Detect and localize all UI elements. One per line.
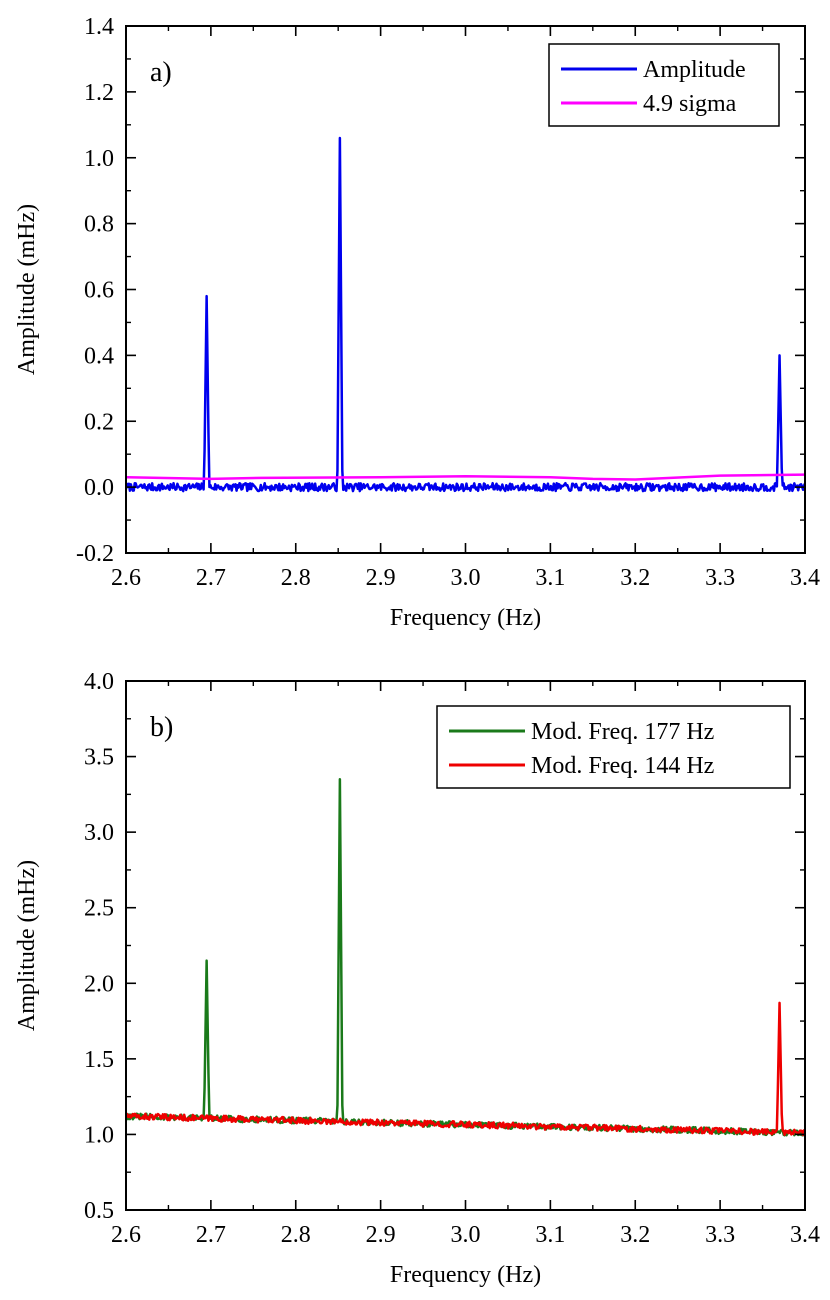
legend: Amplitude 4.9 sigma <box>548 43 780 127</box>
x-axis-title: Frequency (Hz) <box>390 1262 541 1288</box>
legend-label: Amplitude <box>643 57 746 83</box>
panel-label: b) <box>150 712 173 743</box>
chart-panel-a: 2.6 2.7 2.8 2.9 3.0 3.1 3.2 3.3 3.4 -0.2 0.0 0.2 0.4… <box>14 14 820 631</box>
y-tick-label: -0.2 <box>76 541 114 567</box>
legend-label: Mod. Freq. 144 Hz <box>531 753 714 779</box>
legend-box <box>548 43 780 127</box>
y-tick-label: 0.8 <box>84 212 114 238</box>
legend-label: 4.9 sigma <box>643 91 737 117</box>
x-tick-label: 3.3 <box>705 565 735 591</box>
x-tick-label: 3.1 <box>535 565 565 591</box>
y-tick-label: 4.0 <box>84 669 114 695</box>
x-tick-label: 3.4 <box>790 1222 820 1248</box>
x-tick-label: 3.0 <box>451 1222 481 1248</box>
series-line-1 <box>126 136 805 493</box>
series-line-2 <box>126 473 805 481</box>
y-tick-label: 0.4 <box>84 343 114 369</box>
legend-label: Mod. Freq. 177 Hz <box>531 719 714 745</box>
y-axis-title: Amplitude (mHz) <box>14 204 40 375</box>
y-axis-title: Amplitude (mHz) <box>14 860 40 1031</box>
y-tick-label: 1.0 <box>84 1122 114 1148</box>
series-line-1 <box>126 777 805 1137</box>
x-tick-label: 2.6 <box>111 565 141 591</box>
series-line-2 <box>126 1001 805 1137</box>
x-tick-label: 2.7 <box>196 1222 226 1248</box>
y-tick-label: 2.5 <box>84 896 114 922</box>
x-tick-label: 2.7 <box>196 565 226 591</box>
y-tick-label: 3.0 <box>84 820 114 846</box>
y-tick-label: 0.6 <box>84 278 114 304</box>
legend: Mod. Freq. 177 Hz Mod. Freq. 144 Hz <box>436 705 791 789</box>
y-tick-label: 0.2 <box>84 409 114 435</box>
y-tick-label: 1.4 <box>84 14 114 40</box>
panel-label: a) <box>150 57 172 88</box>
x-tick-label: 3.3 <box>705 1222 735 1248</box>
legend-box <box>436 705 791 789</box>
y-tick-label: 2.0 <box>84 971 114 997</box>
y-tick-label: 1.2 <box>84 80 114 106</box>
x-tick-label: 3.1 <box>535 1222 565 1248</box>
x-tick-label: 2.9 <box>366 565 396 591</box>
x-tick-label: 2.9 <box>366 1222 396 1248</box>
x-tick-label: 2.8 <box>281 565 311 591</box>
x-tick-label: 3.4 <box>790 565 820 591</box>
y-tick-label: 3.5 <box>84 745 114 771</box>
y-tick-label: 1.5 <box>84 1047 114 1073</box>
chart-panel-b: 2.6 2.7 2.8 2.9 3.0 3.1 3.2 3.3 3.4 0.5 1.0 1.5 2.0 2… <box>14 669 820 1288</box>
y-tick-label: 0.0 <box>84 475 114 501</box>
y-tick-label: 0.5 <box>84 1198 114 1224</box>
x-axis-title: Frequency (Hz) <box>390 605 541 631</box>
x-tick-label: 3.0 <box>451 565 481 591</box>
x-tick-label: 3.2 <box>620 565 650 591</box>
y-tick-label: 1.0 <box>84 146 114 172</box>
x-tick-label: 3.2 <box>620 1222 650 1248</box>
x-tick-label: 2.8 <box>281 1222 311 1248</box>
x-tick-label: 2.6 <box>111 1222 141 1248</box>
